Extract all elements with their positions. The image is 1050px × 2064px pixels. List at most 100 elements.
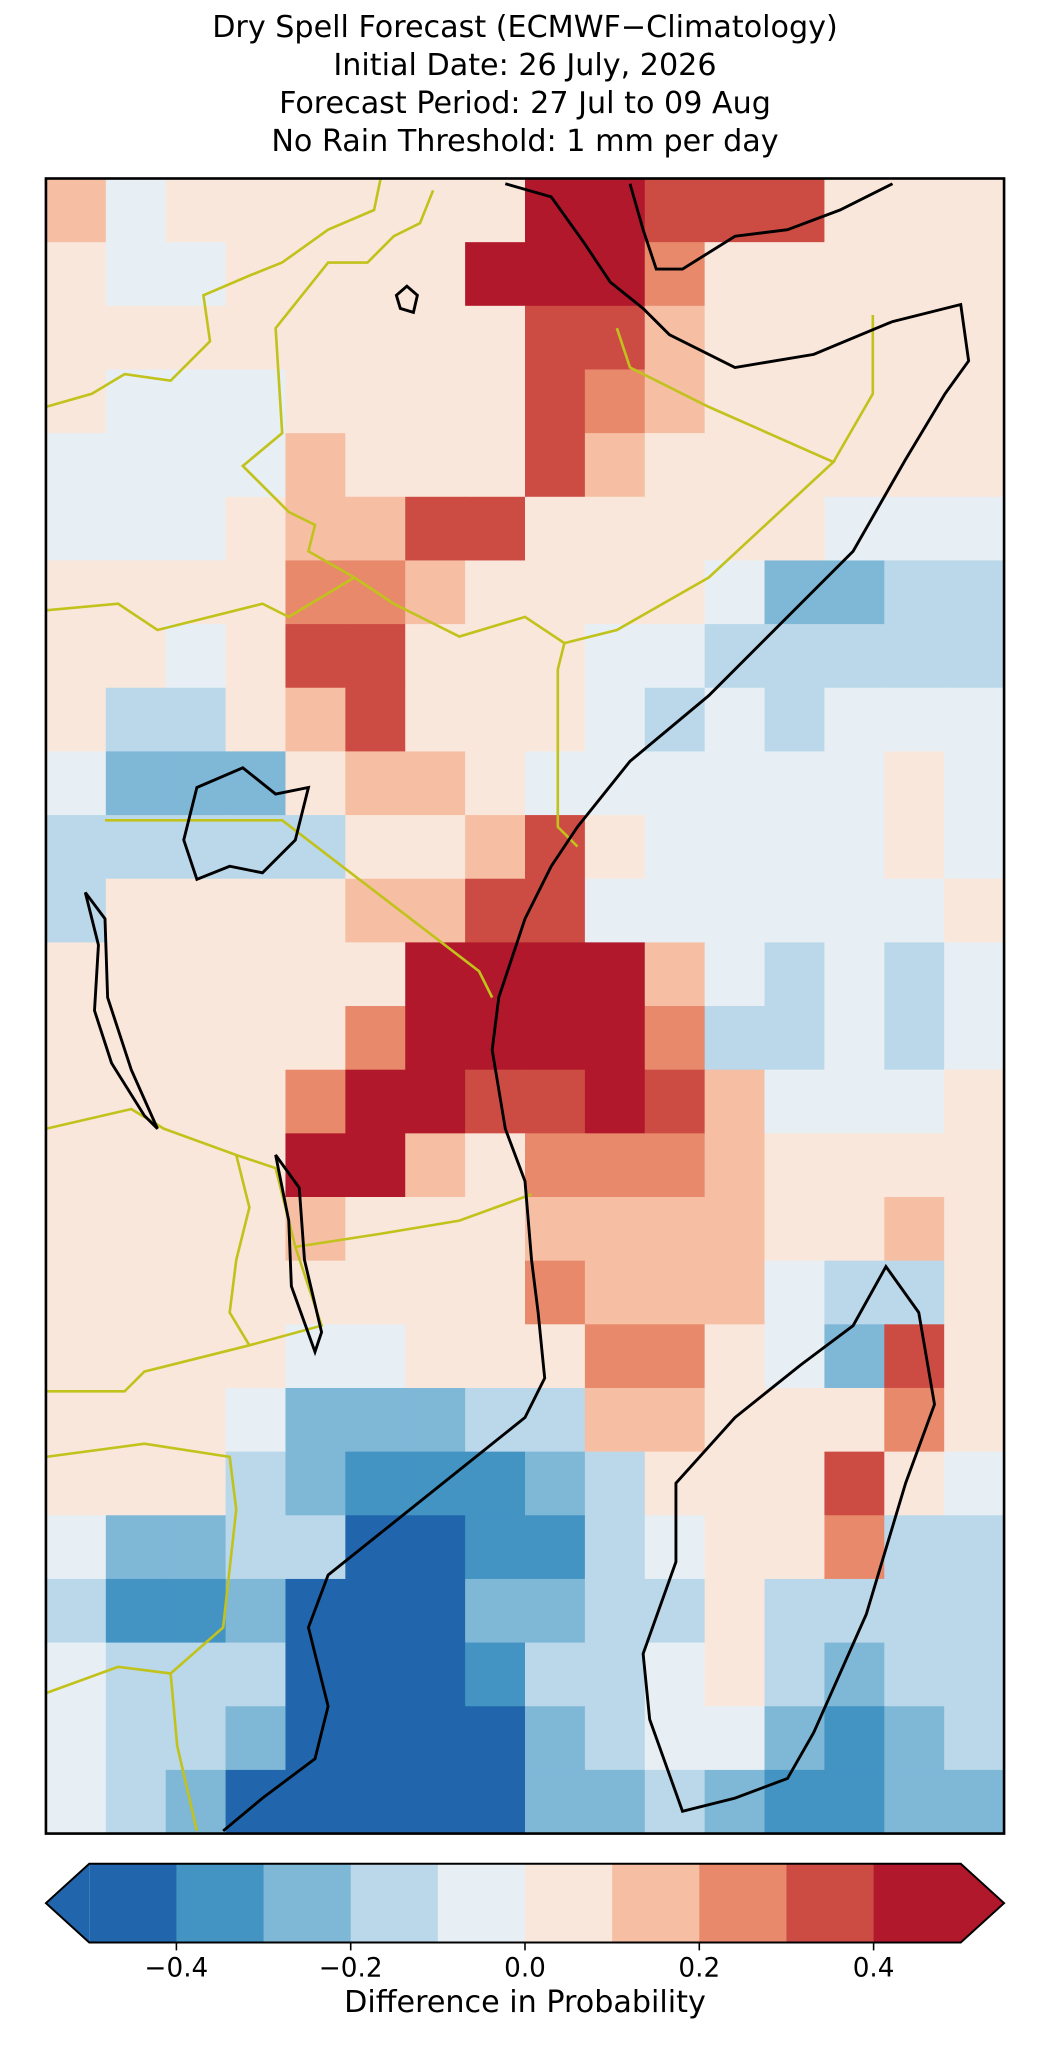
cell xyxy=(944,369,1005,434)
cell xyxy=(105,878,167,944)
cell xyxy=(465,1515,526,1580)
cell xyxy=(345,815,406,880)
colorbar-tick-label: 0.0 xyxy=(504,1954,546,1984)
cell xyxy=(345,369,406,434)
cell xyxy=(105,1769,167,1835)
cell xyxy=(165,1387,227,1453)
cell xyxy=(345,1260,406,1325)
map-frame xyxy=(44,177,1006,1835)
cell xyxy=(345,1069,406,1135)
cell xyxy=(225,1642,287,1707)
cell xyxy=(704,1706,766,1771)
cell xyxy=(884,815,945,880)
cell xyxy=(165,878,227,944)
cell xyxy=(105,560,167,625)
cell xyxy=(824,1006,885,1071)
cell xyxy=(704,942,766,1007)
cell xyxy=(405,942,466,1007)
cell xyxy=(345,1197,406,1262)
cell xyxy=(764,624,826,689)
cell xyxy=(405,178,466,243)
cell xyxy=(584,305,646,371)
colorbar-tick-label: −0.2 xyxy=(319,1954,383,1984)
cell xyxy=(225,1006,287,1071)
cell xyxy=(345,305,406,371)
cell xyxy=(704,687,766,753)
border xyxy=(832,315,875,463)
coastlines xyxy=(83,182,971,1833)
cell xyxy=(584,433,646,498)
cell xyxy=(704,560,766,625)
cell xyxy=(45,242,107,307)
cell xyxy=(884,496,945,562)
cell xyxy=(824,815,885,880)
cell xyxy=(525,1642,586,1707)
cell xyxy=(165,624,227,689)
cell xyxy=(165,178,227,243)
cell xyxy=(465,433,526,498)
cell xyxy=(285,1515,347,1580)
border xyxy=(240,189,435,579)
cell xyxy=(105,751,167,816)
cell xyxy=(45,1451,107,1516)
cell xyxy=(584,1133,646,1198)
colorbar-bin xyxy=(437,1863,526,1943)
cell xyxy=(525,1197,586,1262)
cell xyxy=(405,1133,466,1198)
cell xyxy=(105,1578,167,1644)
cell xyxy=(944,242,1005,307)
cell xyxy=(465,1451,526,1516)
cell xyxy=(465,1133,526,1198)
cell xyxy=(165,1260,227,1325)
cell xyxy=(704,369,766,434)
cell xyxy=(824,751,885,816)
cell xyxy=(644,560,706,625)
cell xyxy=(584,1006,646,1071)
coastline xyxy=(222,182,971,1833)
cell xyxy=(285,369,347,434)
cell xyxy=(345,624,406,689)
cell xyxy=(225,433,287,498)
cell xyxy=(704,815,766,880)
cell xyxy=(465,687,526,753)
cell xyxy=(225,496,287,562)
cell xyxy=(944,1578,1005,1644)
cell xyxy=(405,305,466,371)
cell xyxy=(884,242,945,307)
cell xyxy=(105,1197,167,1262)
cell xyxy=(405,687,466,753)
cell xyxy=(465,1069,526,1135)
cell xyxy=(884,878,945,944)
cell xyxy=(405,1642,466,1707)
cell xyxy=(345,878,406,944)
colorbar-extend xyxy=(45,1863,90,1943)
cell xyxy=(465,751,526,816)
cell xyxy=(644,1069,706,1135)
cell xyxy=(704,1578,766,1644)
cell xyxy=(884,624,945,689)
cell xyxy=(285,1387,347,1453)
cell xyxy=(285,1133,347,1198)
cell xyxy=(584,878,646,944)
cell xyxy=(884,178,945,243)
cell xyxy=(285,1069,347,1135)
cell xyxy=(704,1451,766,1516)
cell xyxy=(465,1324,526,1389)
border xyxy=(45,1107,533,1249)
cell xyxy=(764,687,826,753)
cell xyxy=(764,1387,826,1453)
cell xyxy=(644,242,706,307)
cell xyxy=(584,1197,646,1262)
cell xyxy=(465,560,526,625)
cell xyxy=(165,433,227,498)
cell xyxy=(465,242,526,307)
cell xyxy=(345,496,406,562)
cell xyxy=(285,1451,347,1516)
cell xyxy=(764,305,826,371)
cell xyxy=(285,305,347,371)
cell xyxy=(764,878,826,944)
cell xyxy=(644,433,706,498)
cell xyxy=(764,1324,826,1389)
cell xyxy=(584,1069,646,1135)
cell xyxy=(944,624,1005,689)
